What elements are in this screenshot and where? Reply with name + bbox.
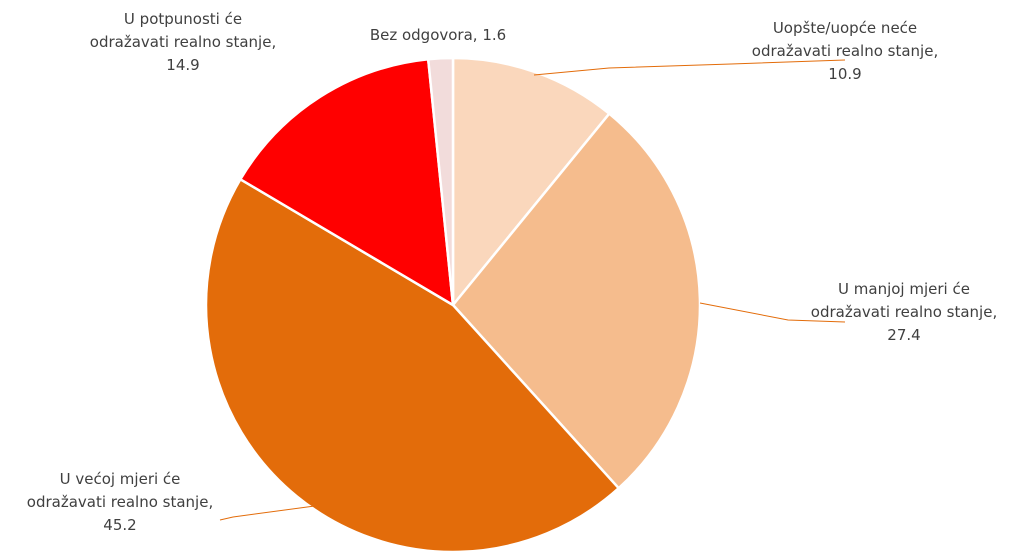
slice-label-line: U većoj mjeri će [60,470,181,488]
slice-labels: Uopšte/uopće neće odražavati realno stanj… [27,10,997,534]
slice-label-line: odražavati realno stanje, [811,303,997,321]
pie-slice-2 [451,112,702,490]
slice-label-line: U manjoj mjeri će [838,280,970,298]
slice-label-line: odražavati realno stanje, [752,42,938,60]
slice-label-1: Uopšte/uopće neće odražavati realno stanj… [752,19,938,83]
slice-label-line: 45.2 [103,516,136,534]
pie-slice-5 [426,56,455,307]
slice-label-4: U potpunosti će odražavati realno stanje,… [90,10,276,74]
leader-line-2 [699,302,846,323]
slice-label-line: 14.9 [166,56,199,74]
slice-label-line: 27.4 [887,326,920,344]
slice-label-3: U većoj mjeri će odražavati realno stanje… [27,470,213,534]
pie-slice-3 [204,178,620,554]
slice-label-line: Uopšte/uopće neće [773,19,917,37]
leader-lines [219,59,846,521]
slice-label-2: U manjoj mjeri će odražavati realno stanj… [811,280,997,344]
slice-label-line: odražavati realno stanje, [90,33,276,51]
slice-label-line: odražavati realno stanje, [27,493,213,511]
slice-label-5: Bez odgovora, 1.6 [370,26,506,44]
pie-slices [204,56,702,554]
pie-slice-1 [451,56,611,307]
slice-label-line: Bez odgovora, 1.6 [370,26,506,44]
pie-slice-4 [239,58,455,307]
leader-line-1 [533,59,846,76]
slice-label-line: 10.9 [828,65,861,83]
slice-label-line: U potpunosti će [124,10,242,28]
leader-line-3 [219,504,323,521]
